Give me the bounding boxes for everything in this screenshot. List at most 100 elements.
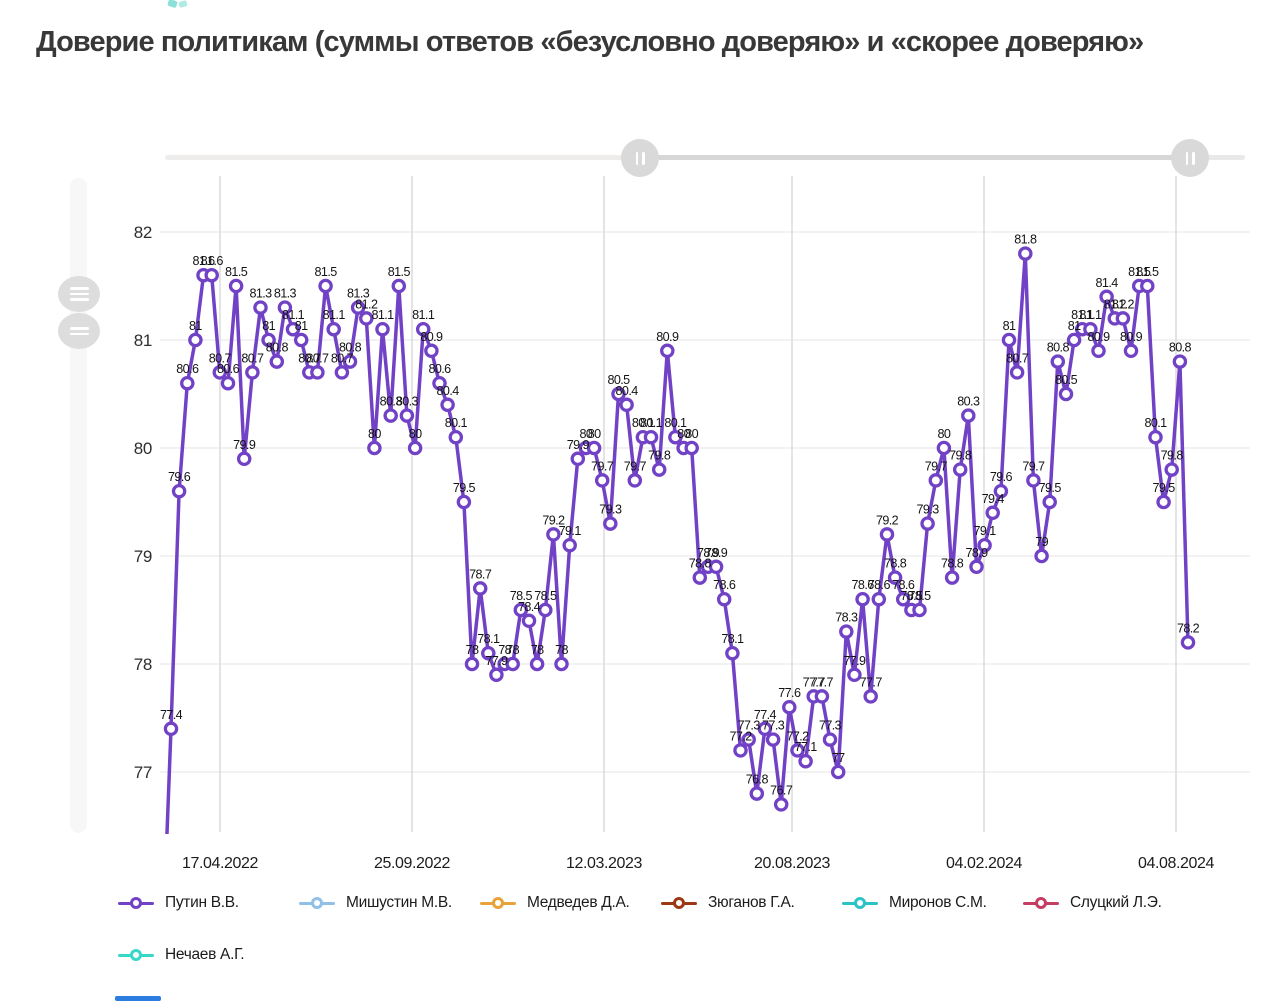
- data-point-marker[interactable]: [895, 591, 911, 607]
- data-point-marker[interactable]: [668, 429, 683, 445]
- data-point-marker[interactable]: [749, 786, 765, 801]
- data-point-marker[interactable]: [415, 321, 431, 337]
- data-point-marker[interactable]: [180, 375, 195, 391]
- data-point-marker[interactable]: [651, 462, 667, 477]
- data-point-marker[interactable]: [529, 656, 545, 672]
- data-point-marker[interactable]: [472, 581, 488, 596]
- data-point-marker[interactable]: [261, 332, 276, 348]
- data-point-marker[interactable]: [163, 721, 179, 737]
- data-point-marker[interactable]: [375, 321, 390, 337]
- legend-item-6[interactable]: Слуцкий Л.Э.: [1023, 894, 1204, 912]
- data-point-marker[interactable]: [822, 732, 838, 747]
- range-track-right[interactable]: [1190, 155, 1245, 160]
- data-point-marker[interactable]: [1066, 332, 1082, 348]
- data-point-marker[interactable]: [171, 483, 187, 499]
- data-point-marker[interactable]: [1042, 494, 1057, 510]
- data-point-marker[interactable]: [1001, 332, 1017, 348]
- data-point-marker[interactable]: [1091, 343, 1106, 359]
- data-point-marker[interactable]: [350, 300, 366, 315]
- data-point-marker[interactable]: [1180, 635, 1196, 650]
- data-point-marker[interactable]: [562, 537, 577, 553]
- data-point-marker[interactable]: [757, 721, 773, 737]
- data-point-marker[interactable]: [293, 332, 309, 348]
- data-point-marker[interactable]: [765, 732, 781, 747]
- data-point-marker[interactable]: [855, 591, 870, 607]
- data-point-marker[interactable]: [1115, 311, 1131, 326]
- data-point-marker[interactable]: [505, 656, 520, 672]
- data-point-marker[interactable]: [456, 494, 472, 510]
- legend-item-5[interactable]: Миронов С.М.: [842, 894, 1023, 912]
- data-point-marker[interactable]: [684, 440, 699, 456]
- data-point-marker[interactable]: [1018, 246, 1033, 261]
- data-point-marker[interactable]: [1099, 289, 1114, 305]
- data-point-marker[interactable]: [326, 321, 341, 337]
- data-point-marker[interactable]: [269, 354, 285, 369]
- data-point-marker[interactable]: [1140, 278, 1155, 294]
- data-point-marker[interactable]: [440, 397, 455, 413]
- data-point-marker[interactable]: [1009, 365, 1025, 380]
- data-point-marker[interactable]: [643, 429, 659, 445]
- data-point-marker[interactable]: [1123, 343, 1139, 359]
- data-point-marker[interactable]: [277, 300, 293, 315]
- data-point-marker[interactable]: [798, 753, 813, 769]
- data-point-marker[interactable]: [220, 375, 236, 391]
- data-point-marker[interactable]: [188, 332, 203, 348]
- data-point-marker[interactable]: [383, 408, 398, 423]
- data-point-marker[interactable]: [692, 570, 708, 585]
- data-point-marker[interactable]: [603, 516, 618, 531]
- data-point-marker[interactable]: [1058, 386, 1074, 402]
- data-point-marker[interactable]: [228, 278, 244, 294]
- data-point-marker[interactable]: [814, 689, 830, 704]
- data-point-marker[interactable]: [863, 689, 878, 704]
- data-point-marker[interactable]: [1164, 462, 1179, 477]
- data-point-marker[interactable]: [790, 743, 805, 758]
- data-point-marker[interactable]: [611, 386, 626, 402]
- data-point-marker[interactable]: [708, 559, 724, 575]
- data-point-marker[interactable]: [716, 591, 732, 607]
- data-point-marker[interactable]: [481, 645, 496, 661]
- data-point-marker[interactable]: [464, 656, 480, 672]
- data-point-marker[interactable]: [1050, 354, 1066, 369]
- data-point-marker[interactable]: [985, 505, 1000, 521]
- range-track-selected[interactable]: [640, 155, 1190, 160]
- data-point-marker[interactable]: [969, 559, 984, 575]
- data-point-marker[interactable]: [367, 440, 382, 456]
- data-point-marker[interactable]: [1034, 548, 1049, 564]
- legend-item-3[interactable]: Медведев Д.А.: [480, 894, 661, 912]
- data-point-marker[interactable]: [961, 408, 976, 423]
- legend-item-1[interactable]: Путин В.В.: [118, 894, 299, 912]
- data-point-marker[interactable]: [1026, 473, 1041, 488]
- data-point-marker[interactable]: [432, 375, 447, 391]
- data-point-marker[interactable]: [236, 451, 252, 467]
- data-point-marker[interactable]: [619, 397, 634, 413]
- data-point-marker[interactable]: [538, 602, 553, 618]
- chart-pan-down-button[interactable]: [58, 313, 100, 349]
- data-point-marker[interactable]: [448, 429, 464, 445]
- data-point-marker[interactable]: [879, 527, 895, 542]
- data-point-marker[interactable]: [245, 365, 260, 380]
- data-point-marker[interactable]: [253, 300, 268, 315]
- chart-pan-up-button[interactable]: [58, 276, 100, 312]
- legend-item-4[interactable]: Зюганов Г.А.: [661, 894, 842, 912]
- data-point-marker[interactable]: [733, 743, 748, 758]
- data-point-marker[interactable]: [594, 473, 610, 488]
- data-point-marker[interactable]: [513, 602, 529, 618]
- data-point-marker[interactable]: [204, 267, 219, 283]
- data-point-marker[interactable]: [285, 321, 301, 337]
- data-point-marker[interactable]: [489, 667, 504, 683]
- data-point-marker[interactable]: [391, 278, 407, 294]
- data-point-marker[interactable]: [342, 354, 358, 369]
- data-point-marker[interactable]: [318, 278, 333, 294]
- data-point-marker[interactable]: [334, 365, 350, 380]
- data-point-marker[interactable]: [424, 343, 439, 359]
- data-point-marker[interactable]: [782, 699, 797, 715]
- data-point-marker[interactable]: [212, 365, 228, 380]
- data-point-marker[interactable]: [554, 656, 569, 672]
- data-point-marker[interactable]: [310, 365, 325, 380]
- data-point-marker[interactable]: [920, 516, 935, 531]
- data-point-marker[interactable]: [1083, 321, 1098, 337]
- range-track-left[interactable]: [165, 155, 640, 160]
- range-handle-right[interactable]: [1171, 139, 1209, 177]
- data-point-marker[interactable]: [570, 451, 586, 467]
- data-point-marker[interactable]: [993, 483, 1009, 499]
